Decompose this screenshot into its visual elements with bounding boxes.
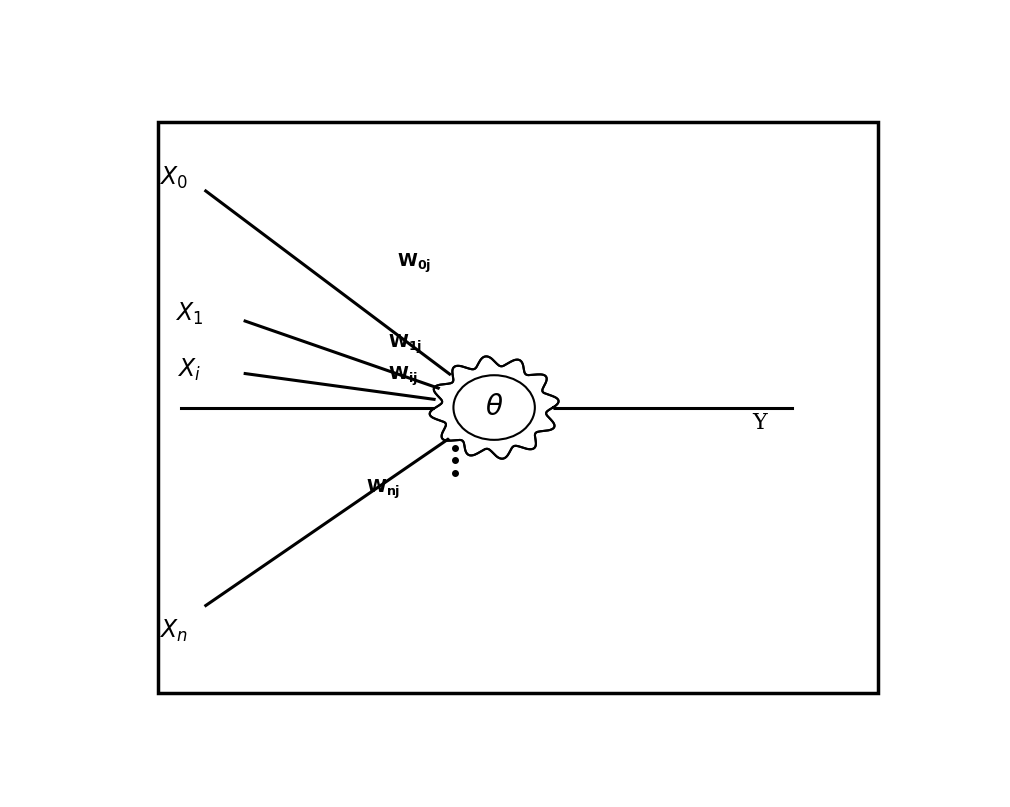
Text: $X_{1}$: $X_{1}$ <box>175 301 203 328</box>
Text: $\mathbf{W_{nj}}$: $\mathbf{W_{nj}}$ <box>367 477 401 500</box>
Text: $X_{i}$: $X_{i}$ <box>177 358 201 383</box>
Text: $\mathbf{W_{ij}}$: $\mathbf{W_{ij}}$ <box>388 365 417 388</box>
Text: $X_{0}$: $X_{0}$ <box>159 165 188 190</box>
Text: $\theta$: $\theta$ <box>485 394 503 421</box>
Circle shape <box>453 375 535 440</box>
Polygon shape <box>435 361 552 454</box>
FancyBboxPatch shape <box>158 122 878 693</box>
Text: Y: Y <box>752 412 768 434</box>
Text: $X_{n}$: $X_{n}$ <box>159 618 188 644</box>
Text: $\mathbf{W_{1j}}$: $\mathbf{W_{1j}}$ <box>388 332 422 356</box>
Text: $\mathbf{W_{0j}}$: $\mathbf{W_{0j}}$ <box>398 252 431 274</box>
